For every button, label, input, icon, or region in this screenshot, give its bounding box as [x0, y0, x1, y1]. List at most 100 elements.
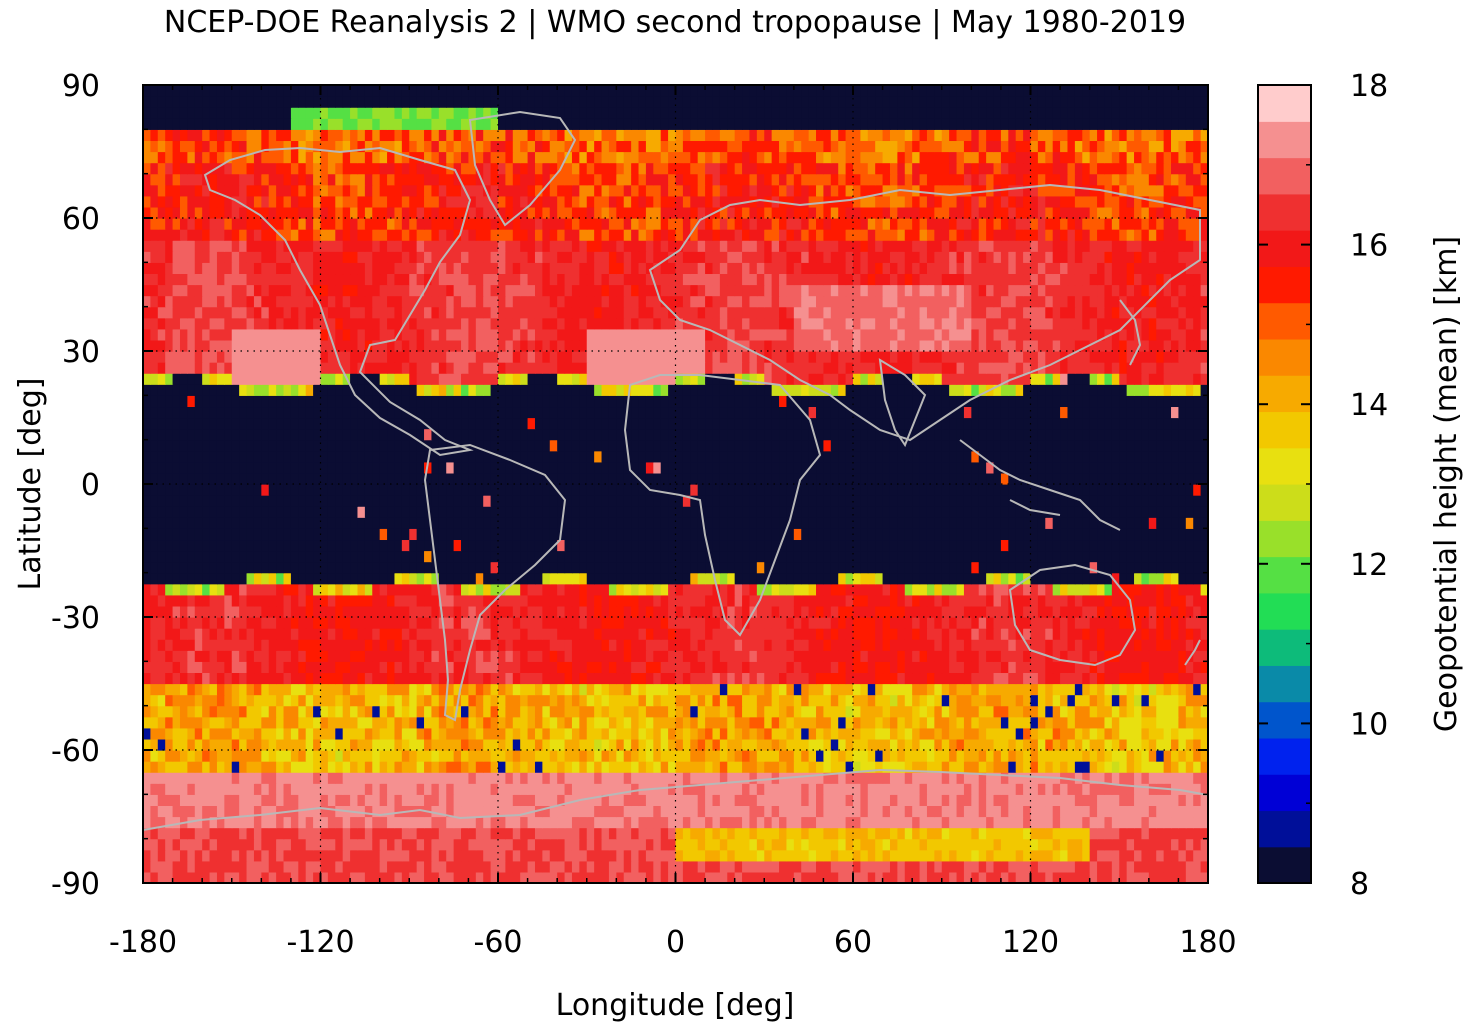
heatmap-cell — [1111, 528, 1120, 541]
heatmap-cell — [290, 694, 299, 707]
heatmap-cell — [727, 794, 736, 807]
heatmap-cell — [727, 605, 736, 618]
heatmap-cell — [431, 750, 440, 762]
chart-title: NCEP-DOE Reanalysis 2 | WMO second tropo… — [164, 5, 1186, 40]
heatmap-cell — [571, 672, 580, 685]
heatmap-cell — [143, 838, 151, 851]
heatmap-cell — [823, 783, 832, 795]
heatmap-cell — [290, 561, 299, 574]
heatmap-cell — [194, 772, 203, 784]
heatmap-cell — [1023, 617, 1032, 629]
heatmap-cell — [1023, 583, 1032, 596]
heatmap-cell — [949, 705, 958, 718]
heatmap-cell — [527, 605, 536, 618]
heatmap-cell — [1156, 860, 1165, 873]
heatmap-cell — [653, 683, 662, 696]
heatmap-cell — [438, 705, 447, 718]
heatmap-cell — [424, 694, 433, 707]
heatmap-cell — [1104, 860, 1113, 873]
heatmap-cell — [897, 572, 906, 585]
heatmap-cell — [793, 495, 802, 507]
heatmap-cell — [949, 727, 958, 740]
heatmap-cell — [682, 605, 691, 618]
heatmap-cell — [586, 838, 595, 851]
heatmap-cell — [276, 761, 285, 773]
heatmap-cell — [845, 860, 854, 873]
heatmap-cell — [446, 694, 455, 707]
heatmap-cell — [653, 705, 662, 718]
heatmap-cell — [350, 650, 359, 662]
heatmap-cell — [202, 661, 211, 674]
heatmap-cell — [697, 495, 706, 507]
heatmap-cell — [483, 772, 492, 784]
heatmap-cell — [542, 583, 551, 596]
heatmap-cell — [1000, 517, 1009, 529]
heatmap-cell — [1163, 550, 1172, 563]
heatmap-cell — [660, 761, 669, 773]
heatmap-cell — [675, 838, 684, 851]
heatmap-cell — [956, 794, 965, 807]
heatmap-cell — [912, 805, 921, 818]
heatmap-cell — [1037, 539, 1046, 552]
heatmap-cell — [431, 672, 440, 685]
heatmap-cell — [549, 871, 558, 883]
heatmap-cell — [926, 871, 935, 883]
heatmap-cell — [816, 617, 825, 629]
heatmap-cell — [897, 594, 906, 607]
heatmap-cell — [808, 650, 817, 662]
heatmap-cell — [372, 506, 381, 518]
heatmap-cell — [1008, 617, 1017, 629]
heatmap-cell — [1163, 694, 1172, 707]
heatmap-cell — [727, 628, 736, 640]
heatmap-cell — [845, 761, 854, 773]
heatmap-cell — [1074, 716, 1083, 729]
heatmap-cell — [350, 727, 359, 740]
heatmap-cell — [1052, 594, 1061, 607]
heatmap-cell — [579, 605, 588, 618]
heatmap-cell — [1067, 694, 1076, 707]
heatmap-cell — [793, 783, 802, 795]
heatmap-cell — [1089, 605, 1098, 618]
heatmap-cell — [816, 860, 825, 873]
heatmap-cell — [424, 661, 433, 674]
heatmap-cell — [187, 716, 196, 729]
heatmap-cell — [424, 794, 433, 807]
heatmap-cell — [475, 849, 484, 862]
heatmap-cell — [143, 705, 151, 718]
heatmap-cell — [313, 495, 322, 507]
heatmap-cell — [764, 672, 773, 685]
heatmap-cell — [335, 727, 344, 740]
heatmap-cell — [882, 783, 891, 795]
heatmap-cell — [882, 716, 891, 729]
heatmap-cell — [1148, 827, 1157, 840]
heatmap-cell — [1097, 650, 1106, 662]
heatmap-cell — [631, 617, 640, 629]
heatmap-cell — [157, 572, 166, 585]
heatmap-cell — [179, 506, 188, 518]
heatmap-cell — [335, 716, 344, 729]
heatmap-cell — [1015, 783, 1024, 795]
heatmap-cell — [616, 705, 625, 718]
heatmap-cell — [401, 539, 410, 552]
heatmap-cell — [290, 495, 299, 507]
heatmap-cell — [986, 539, 995, 552]
heatmap-cell — [1089, 628, 1098, 640]
heatmap-cell — [1097, 849, 1106, 862]
heatmap-cell — [483, 672, 492, 685]
heatmap-cell — [882, 572, 891, 585]
heatmap-cell — [904, 727, 913, 740]
heatmap-cell — [734, 617, 743, 629]
heatmap-cell — [283, 750, 292, 762]
heatmap-cell — [283, 871, 292, 883]
heatmap-cell — [919, 683, 928, 696]
heatmap-cell — [527, 572, 536, 585]
heatmap-cell — [475, 761, 484, 773]
heatmap-cell — [527, 716, 536, 729]
heatmap-cell — [187, 694, 196, 707]
heatmap-cell — [971, 506, 980, 518]
heatmap-cell — [461, 583, 470, 596]
heatmap-cell — [357, 794, 366, 807]
heatmap-cell — [165, 761, 174, 773]
heatmap-cell — [949, 617, 958, 629]
heatmap-cell — [194, 605, 203, 618]
